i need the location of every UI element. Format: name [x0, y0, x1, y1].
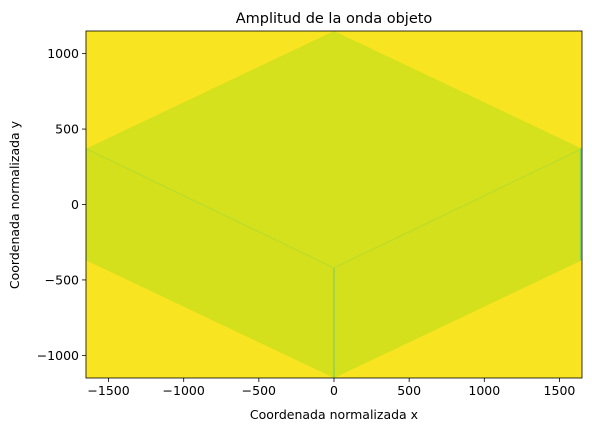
plot-area — [86, 31, 582, 378]
y-tick-label: 500 — [55, 122, 79, 137]
x-tick-label: 1000 — [468, 383, 500, 398]
x-tick-label: 500 — [397, 383, 421, 398]
x-tick-label: 0 — [330, 383, 338, 398]
y-axis-ticks: −1000 −500 0 500 1000 — [37, 46, 86, 363]
x-axis-ticks: −1500 −1000 −500 0 500 1000 1500 — [87, 378, 575, 398]
y-tick-label: 0 — [71, 197, 79, 212]
x-axis-label: Coordenada normalizada x — [250, 407, 418, 422]
x-tick-label: −500 — [242, 383, 276, 398]
x-tick-label: −1500 — [87, 383, 129, 398]
y-axis-label: Coordenada normalizada y — [7, 120, 22, 289]
y-tick-label: −1000 — [37, 348, 79, 363]
y-tick-label: −500 — [45, 272, 79, 287]
x-tick-label: 1500 — [544, 383, 576, 398]
chart-title: Amplitud de la onda objeto — [236, 11, 433, 27]
x-tick-label: −1000 — [163, 383, 205, 398]
y-tick-label: 1000 — [47, 46, 79, 61]
